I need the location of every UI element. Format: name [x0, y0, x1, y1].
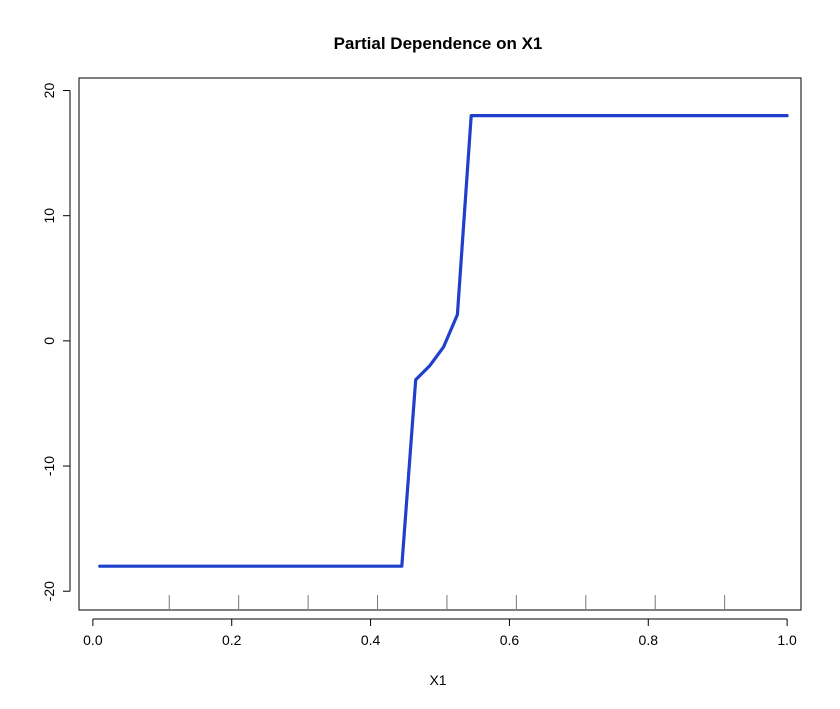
y-tick-label: -20	[41, 581, 57, 601]
x-tick-label: 0.6	[500, 632, 520, 648]
chart-title: Partial Dependence on X1	[334, 34, 543, 53]
series-line	[98, 113, 789, 568]
x-tick-label: 0.2	[222, 632, 242, 648]
series-group	[98, 113, 789, 568]
y-tick-label: 0	[41, 337, 57, 345]
y-tick-label: 10	[41, 208, 57, 224]
x-axis-label: X1	[429, 672, 446, 688]
plot-frame	[78, 77, 802, 611]
x-tick-label: 0.0	[83, 632, 103, 648]
y-tick-label: 20	[41, 83, 57, 99]
y-tick-label: -10	[41, 456, 57, 476]
rug-marks	[168, 595, 726, 610]
x-tick-label: 0.4	[361, 632, 381, 648]
x-tick-label: 0.8	[639, 632, 659, 648]
y-axis: -20 -10 0 10 20	[41, 83, 71, 601]
x-tick-label: 1.0	[777, 632, 797, 648]
x-axis: 0.0 0.2 0.4 0.6 0.8 1.0	[83, 618, 797, 648]
